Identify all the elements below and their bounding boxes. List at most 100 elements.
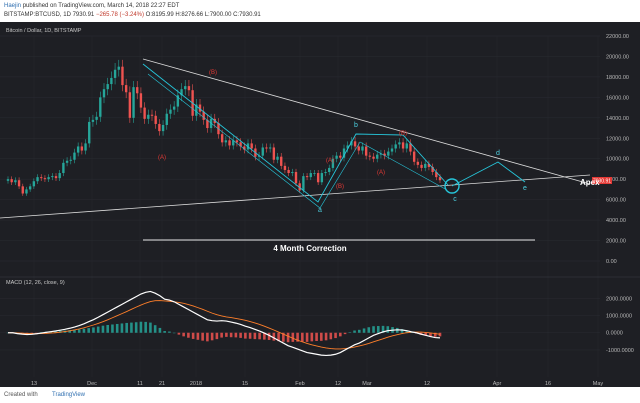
macd-histogram-bar [54, 331, 57, 333]
candle-body [158, 123, 161, 132]
price-tick-label: 18000.00 [606, 75, 629, 81]
macd-histogram-bar [386, 326, 390, 333]
macd-histogram-bar [348, 332, 352, 333]
macd-histogram-bar [35, 332, 38, 334]
time-tick-label: 2018 [190, 381, 202, 387]
price-tick-label: 14000.00 [606, 116, 629, 122]
candle-body [416, 161, 420, 165]
wave-label: (B) [209, 70, 217, 76]
macd-histogram-bar [220, 332, 223, 338]
macd-histogram-bar [30, 332, 34, 334]
macd-histogram-bar [315, 332, 318, 342]
wave-label: (A) [158, 155, 166, 161]
candle-body [257, 155, 261, 157]
candle-body [350, 141, 353, 146]
candle-body [276, 156, 279, 160]
candle-body [224, 140, 228, 143]
time-tick-label: 12 [424, 381, 430, 387]
candle-body [424, 163, 427, 168]
publish-header: Haejin published on TradingView.com, Mar… [0, 0, 640, 22]
candle-body [187, 86, 191, 91]
created-with-text: Created with [4, 392, 38, 398]
macd-tick-label: 2000.0000 [606, 296, 632, 302]
macd-histogram-bar [201, 332, 204, 341]
macd-histogram-bar [258, 332, 261, 340]
candle-body [124, 85, 128, 93]
macd-histogram-bar [272, 332, 276, 341]
candle-body [328, 167, 331, 173]
time-tick-label: Feb [295, 381, 304, 387]
macd-histogram-bar [253, 332, 257, 340]
channel-line [147, 73, 448, 209]
author-link[interactable]: Haejin [4, 3, 22, 9]
target-circle [444, 178, 460, 194]
macd-histogram-bar [310, 332, 314, 342]
price-tick-label: 10000.00 [606, 157, 629, 163]
macd-histogram-bar [239, 332, 242, 338]
candle-body [261, 147, 264, 156]
macd-histogram-bar [376, 326, 380, 333]
upper-trendline [142, 58, 591, 185]
candle-body [10, 179, 13, 183]
published-text: published on TradingView.com, March 14, … [22, 3, 180, 9]
macd-histogram-bar [111, 324, 114, 333]
candle-body [412, 151, 416, 162]
candle-body [298, 183, 301, 191]
macd-histogram-bar [139, 321, 143, 333]
macd-histogram-bar [400, 329, 404, 333]
macd-histogram-bar [367, 327, 371, 333]
candle-body [113, 69, 117, 78]
candle-body [431, 166, 434, 173]
candle-body [184, 86, 187, 90]
price-tick-label: 22000.00 [606, 34, 629, 40]
macd-histogram-bar [196, 332, 200, 340]
macd-histogram-bar [144, 321, 147, 333]
macd-histogram-bar [429, 332, 432, 337]
candle-body [409, 143, 412, 152]
candle-body [235, 140, 239, 143]
candle-body [139, 93, 143, 108]
candle-body [324, 172, 327, 174]
candle-body [202, 111, 205, 120]
candle-body [150, 114, 154, 116]
time-tick-label: 21 [159, 381, 165, 387]
last-price-tag-text: 7930.91 [593, 179, 611, 185]
macd-histogram-bar [68, 330, 72, 333]
candle-body [62, 162, 65, 174]
candle-body [239, 142, 242, 147]
macd-histogram-bar [353, 330, 356, 333]
candle-body [102, 89, 106, 98]
macd-histogram-bar [182, 332, 185, 337]
macd-histogram-bar [101, 325, 105, 333]
candle-body [368, 155, 372, 157]
macd-signal-line [8, 300, 441, 350]
macd-histogram-bar [301, 332, 304, 342]
macd-histogram-bar [282, 332, 285, 342]
correction-label: 4 Month Correction [273, 244, 346, 253]
macd-histogram-bar [229, 332, 233, 338]
candle-body [121, 66, 124, 86]
price-tick-label: 20000.00 [606, 54, 629, 60]
candle-body [291, 172, 294, 174]
macd-histogram-bar [291, 332, 295, 342]
wave-label: e [523, 185, 527, 192]
tradingview-brand[interactable]: TradingView [52, 392, 86, 398]
macd-histogram-bar [267, 332, 271, 340]
macd-histogram-bar [77, 329, 81, 333]
macd-histogram-bar [73, 329, 76, 333]
candle-body [180, 89, 183, 96]
macd-histogram-bar [362, 328, 366, 333]
candle-body [302, 176, 305, 191]
macd-histogram-bar [320, 332, 323, 341]
candle-body [353, 141, 357, 147]
candle-body [346, 145, 349, 149]
wave-label: a [318, 207, 322, 214]
footer: Created with TradingView [0, 387, 640, 403]
candle-body [309, 173, 312, 178]
time-tick-label: 12 [335, 381, 341, 387]
candle-body [394, 144, 397, 149]
candle-body [6, 179, 10, 181]
candle-body [47, 177, 50, 180]
grid [0, 35, 600, 377]
macd-tick-label: 1000.0000 [606, 314, 632, 320]
